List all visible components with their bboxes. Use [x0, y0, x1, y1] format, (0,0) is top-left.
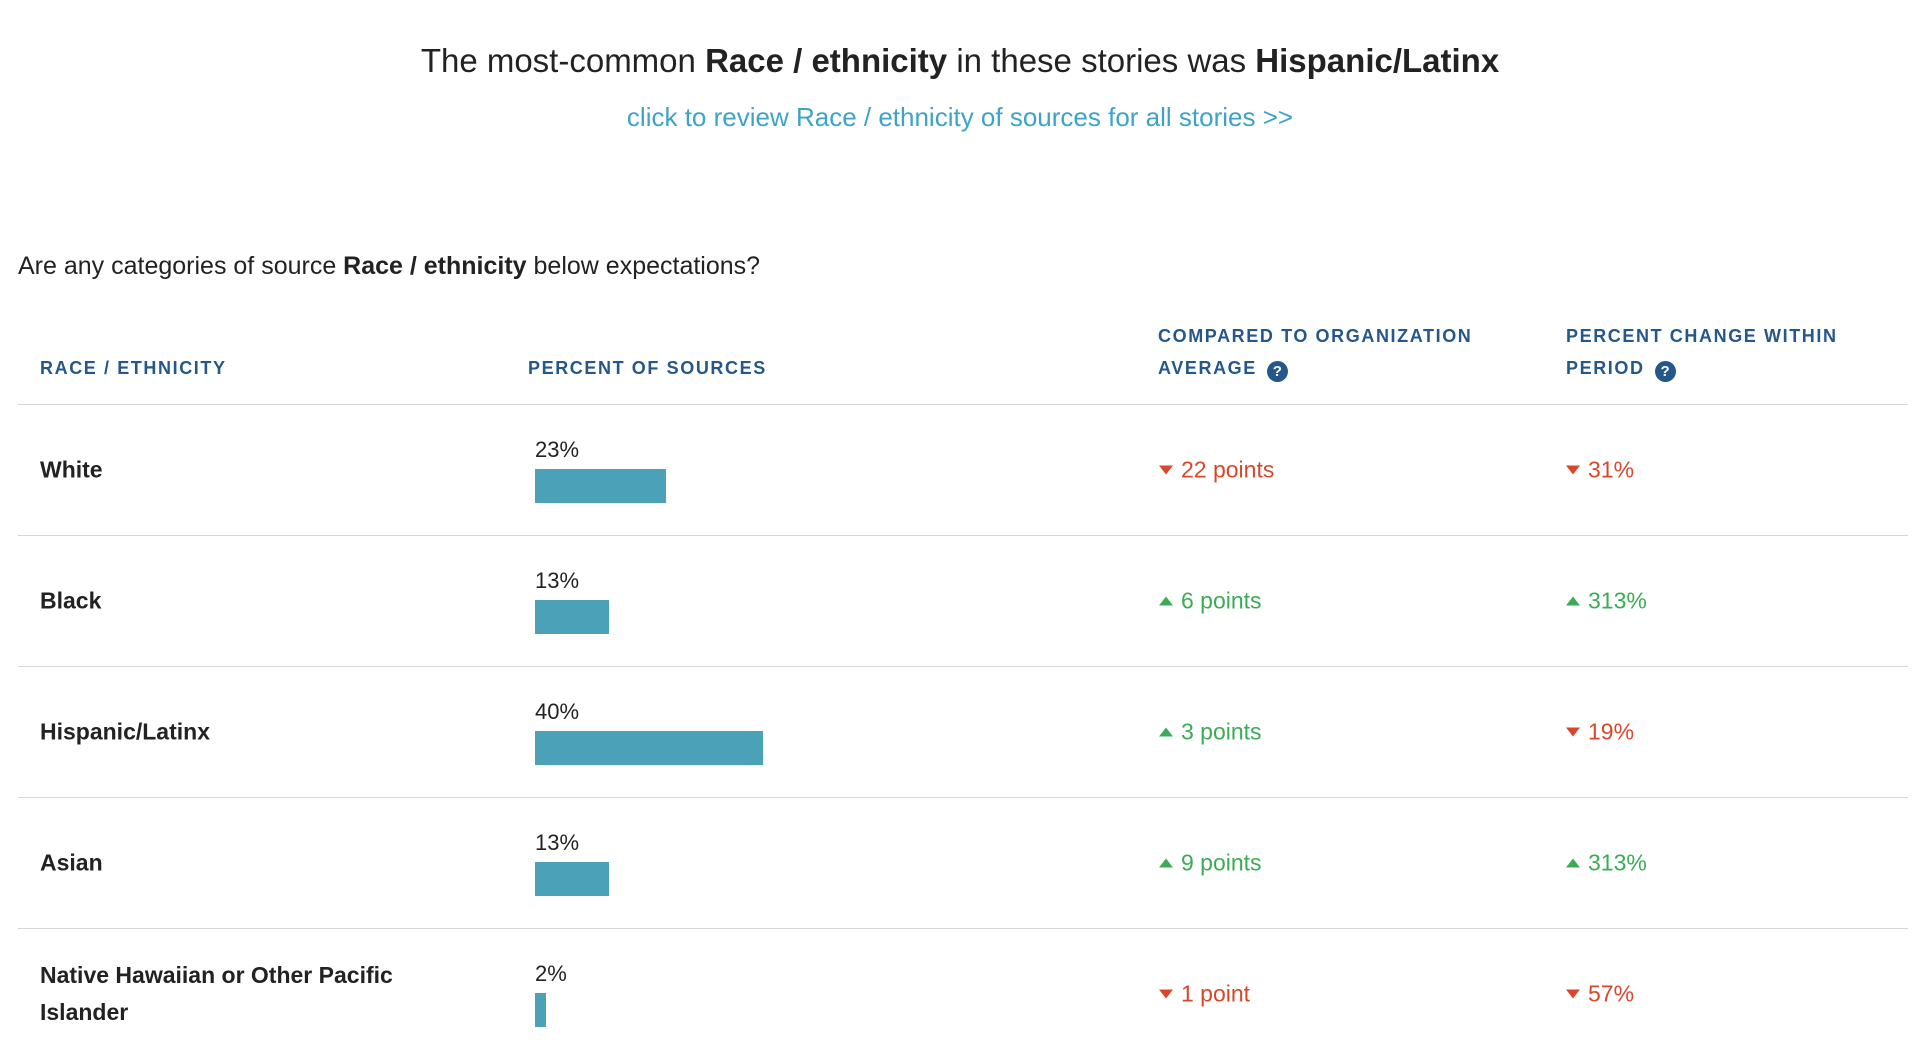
percent-cell: 13%	[535, 830, 610, 896]
change-value: 313%	[1588, 849, 1647, 876]
column-header-compared-label: COMPARED TO ORGANIZATION AVERAGE	[1158, 326, 1473, 378]
help-icon[interactable]: ?	[1266, 361, 1288, 382]
table-row: White 23% 22 points 31%	[18, 405, 1908, 536]
compared-value: 1 point	[1181, 980, 1251, 1007]
percent-bar	[535, 993, 547, 1027]
percent-bar	[535, 600, 610, 634]
percent-label: 40%	[535, 699, 580, 724]
column-header-compared: COMPARED TO ORGANIZATION AVERAGE?	[1158, 320, 1498, 384]
triangle-down-icon	[1566, 989, 1580, 999]
headline-prefix: The most-common	[420, 42, 706, 79]
headline-value: Hispanic/Latinx	[1255, 42, 1500, 79]
headline-middle: in these stories was	[947, 42, 1256, 79]
race-name: Asian	[40, 849, 103, 876]
table-row: Black 13% 6 points 313%	[18, 536, 1908, 667]
change-value: 57%	[1588, 980, 1635, 1007]
percent-bar	[535, 469, 667, 503]
change-value: 19%	[1588, 718, 1635, 745]
percent-label: 13%	[535, 830, 580, 855]
headline: The most-common Race / ethnicity in thes…	[0, 42, 1920, 80]
race-name: Black	[40, 587, 102, 614]
triangle-up-icon	[1159, 727, 1173, 737]
percent-label: 13%	[535, 568, 580, 593]
table-row: Asian 13% 9 points 313%	[18, 798, 1908, 929]
percent-cell: 13%	[535, 568, 610, 634]
percent-label: 2%	[535, 961, 567, 986]
question-category: Race / ethnicity	[343, 252, 527, 280]
triangle-up-icon	[1566, 858, 1580, 868]
compared-to-average: 6 points	[1159, 588, 1262, 615]
percent-cell: 23%	[535, 437, 667, 503]
percent-change: 19%	[1566, 719, 1634, 746]
table-body: White 23% 22 points 31% Black 13% 6 points 313%…	[18, 405, 1908, 1050]
race-name: White	[40, 456, 103, 483]
compared-to-average: 1 point	[1159, 981, 1250, 1008]
column-header-change-label: PERCENT CHANGE WITHIN PERIOD	[1566, 326, 1838, 378]
percent-change: 313%	[1566, 588, 1647, 615]
compared-value: 9 points	[1181, 849, 1262, 876]
compared-to-average: 9 points	[1159, 850, 1262, 877]
table-header: RACE / ETHNICITY PERCENT OF SOURCES COMP…	[18, 310, 1908, 405]
compared-value: 6 points	[1181, 587, 1262, 614]
race-name: Hispanic/Latinx	[40, 718, 210, 745]
help-icon[interactable]: ?	[1654, 361, 1676, 382]
percent-change: 57%	[1566, 981, 1634, 1008]
compared-to-average: 22 points	[1159, 457, 1274, 484]
change-value: 31%	[1588, 456, 1635, 483]
triangle-down-icon	[1566, 727, 1580, 737]
triangle-up-icon	[1159, 858, 1173, 868]
compared-to-average: 3 points	[1159, 719, 1262, 746]
review-all-stories-link[interactable]: click to review Race / ethnicity of sour…	[626, 102, 1294, 132]
race-name: Native Hawaiian or Other Pacific Islande…	[40, 962, 393, 1025]
triangle-down-icon	[1159, 465, 1173, 475]
compared-value: 3 points	[1181, 718, 1262, 745]
percent-label: 23%	[535, 437, 580, 462]
table-row: Native Hawaiian or Other Pacific Islande…	[18, 929, 1908, 1050]
question-suffix: below expectations?	[526, 252, 761, 280]
race-ethnicity-table: RACE / ETHNICITY PERCENT OF SOURCES COMP…	[18, 310, 1908, 1050]
triangle-down-icon	[1159, 989, 1173, 999]
percent-change: 31%	[1566, 457, 1634, 484]
triangle-up-icon	[1159, 596, 1173, 606]
triangle-up-icon	[1566, 596, 1580, 606]
triangle-down-icon	[1566, 465, 1580, 475]
column-header-race: RACE / ETHNICITY	[40, 358, 227, 378]
question-text: Are any categories of source Race / ethn…	[18, 252, 760, 281]
table-row: Hispanic/Latinx 40% 3 points 19%	[18, 667, 1908, 798]
percent-cell: 2%	[535, 961, 567, 1027]
headline-category: Race / ethnicity	[705, 42, 948, 79]
percent-bar	[535, 862, 610, 896]
percent-bar	[535, 731, 763, 765]
percent-change: 313%	[1566, 850, 1647, 877]
question-prefix: Are any categories of source	[18, 252, 344, 280]
column-header-change: PERCENT CHANGE WITHIN PERIOD?	[1566, 320, 1896, 384]
compared-value: 22 points	[1181, 456, 1275, 483]
change-value: 313%	[1588, 587, 1647, 614]
column-header-percent: PERCENT OF SOURCES	[528, 358, 767, 378]
percent-cell: 40%	[535, 699, 763, 765]
